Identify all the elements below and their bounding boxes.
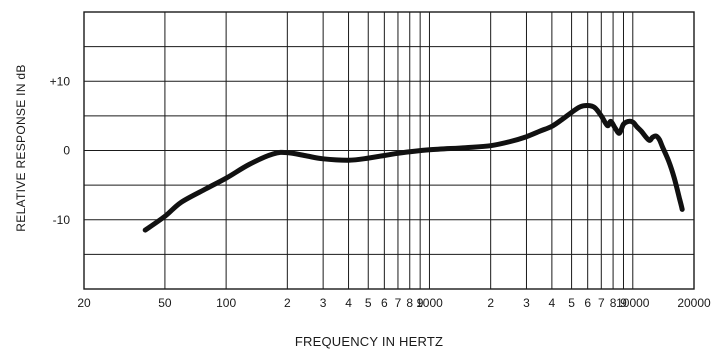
- y-tick-labels: +10 0 -10: [50, 74, 71, 227]
- x-tick-label: 20000: [677, 296, 711, 310]
- plot-frame: [83, 11, 695, 290]
- x-tick-label: 100: [216, 296, 236, 310]
- response-curve: [142, 102, 685, 233]
- x-tick-label: 6: [584, 296, 591, 310]
- x-tick-label: 50: [158, 296, 172, 310]
- x-tick-label: 3: [320, 296, 327, 310]
- y-axis-label: RELATIVE RESPONSE IN dB: [14, 64, 28, 231]
- x-tick-label: 4: [549, 296, 556, 310]
- x-tick-label: 20: [77, 296, 91, 310]
- x-tick-label: 2: [284, 296, 291, 310]
- x-tick-label: 9: [417, 296, 424, 310]
- x-tick-label: 7: [598, 296, 605, 310]
- x-tick-label: 8: [406, 296, 413, 310]
- x-tick-label: 1000: [416, 296, 443, 310]
- y-tick-label: +10: [50, 74, 71, 88]
- x-tick-label: 5: [365, 296, 372, 310]
- x-tick-label: 7: [395, 296, 402, 310]
- x-tick-label: 4: [345, 296, 352, 310]
- x-tick-label: 3: [523, 296, 530, 310]
- x-axis-label: FREQUENCY IN HERTZ: [295, 334, 443, 349]
- x-tick-label: 9: [620, 296, 627, 310]
- horizontal-gridlines: [84, 11, 694, 290]
- y-tick-label: 0: [63, 144, 70, 158]
- x-tick-label: 2: [487, 296, 494, 310]
- x-tick-label: 10000: [616, 296, 650, 310]
- x-tick-label: 6: [381, 296, 388, 310]
- y-tick-label: -10: [53, 213, 71, 227]
- x-tick-label: 8: [610, 296, 617, 310]
- x-tick-label: 5: [568, 296, 575, 310]
